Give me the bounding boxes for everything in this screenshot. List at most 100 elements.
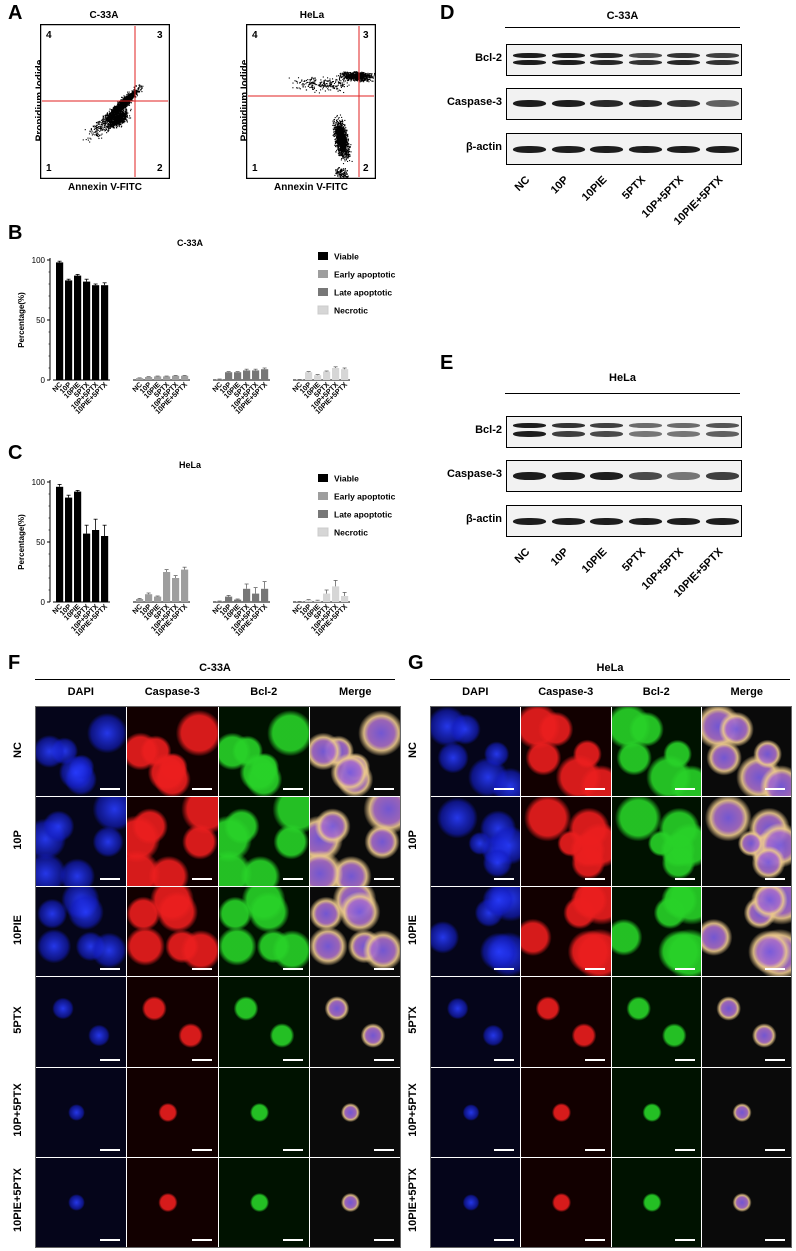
- scale-bar: [191, 968, 212, 971]
- wb-hela-lane-labels: NC 10P 10PIE 5PTX 10P+5PTX 10PIE+5PTX: [500, 542, 740, 612]
- flow-c33a-title: C-33A: [89, 10, 119, 21]
- scale-bar: [282, 968, 303, 971]
- y-tick-label: 0: [41, 598, 46, 607]
- if-row-header: 10PIE+5PTX: [12, 1168, 24, 1232]
- scale-bar: [494, 788, 515, 791]
- if-hela-title-rule: [430, 679, 790, 680]
- if-column-header: Bcl-2: [642, 686, 670, 698]
- bar: [314, 600, 322, 602]
- bar-chart-hela: HeLaPercentage(%)050100NC10P10PIE5PTX10P…: [17, 460, 396, 638]
- bar: [323, 593, 331, 602]
- bar: [305, 372, 313, 380]
- if-image-merge: [309, 707, 400, 797]
- bar: [74, 275, 82, 380]
- legend-entry: Necrotic: [334, 306, 368, 316]
- wb-lane-label: 10P: [548, 174, 571, 197]
- flow-c33a-scatter: [40, 24, 170, 179]
- if-image-bcl2: [218, 977, 309, 1067]
- if-image-merge: [701, 707, 791, 797]
- y-tick-label: 50: [36, 316, 45, 325]
- legend-entry: Necrotic: [334, 528, 368, 538]
- wb-band: [667, 518, 700, 525]
- scale-bar: [282, 788, 303, 791]
- wb-band: [551, 423, 585, 428]
- scale-bar: [765, 968, 785, 971]
- if-row-header: NC: [12, 742, 24, 758]
- if-hela-title: HeLa: [596, 662, 624, 674]
- if-c33a-title-rule: [35, 679, 395, 680]
- wb-band: [667, 146, 700, 153]
- bar: [163, 572, 171, 602]
- bar: [181, 375, 189, 380]
- legend-swatch: [318, 270, 328, 278]
- scale-bar: [100, 1238, 121, 1241]
- wb-membrane: [506, 133, 742, 165]
- if-image-dapi: [431, 887, 521, 977]
- wb-lane-label: 5PTX: [620, 174, 648, 202]
- flow-c33a-q1: 1: [46, 163, 52, 174]
- if-c33a-grid: [35, 706, 401, 1248]
- wb-band: [667, 431, 700, 437]
- if-image-caspase3: [521, 707, 611, 797]
- y-tick-label: 100: [32, 256, 46, 265]
- wb-band: [551, 53, 585, 58]
- if-image-merge: [309, 1067, 400, 1157]
- if-row-header: 5PTX: [407, 1006, 419, 1034]
- bar: [65, 497, 73, 602]
- scale-bar: [494, 968, 515, 971]
- if-image-caspase3: [521, 1157, 611, 1247]
- if-column-header: DAPI: [67, 686, 94, 698]
- wb-lane-label: 5PTX: [620, 546, 648, 574]
- wb-lane-label: 10PIE: [579, 546, 610, 576]
- if-image-merge: [309, 1157, 400, 1247]
- scale-bar: [282, 1058, 303, 1061]
- wb-band: [590, 60, 623, 65]
- if-hela-row-headers: NC 10P 10PIE 5PTX 10P+5PTX 10PIE+5PTX: [395, 706, 430, 1246]
- if-row-header: 10PIE+5PTX: [407, 1168, 419, 1232]
- wb-band: [628, 100, 662, 107]
- wb-band: [551, 100, 585, 107]
- bar: [216, 379, 224, 380]
- bar: [225, 596, 233, 602]
- scale-bar: [191, 878, 212, 881]
- scale-bar: [765, 1238, 785, 1241]
- scale-bar: [674, 1238, 695, 1241]
- scale-bar: [374, 878, 394, 881]
- if-c33a-column-headers: DAPI Caspase-3 Bcl-2 Merge: [35, 686, 401, 700]
- if-column-header: Caspase-3: [538, 686, 594, 698]
- bar: [92, 285, 100, 380]
- scale-bar: [584, 1238, 605, 1241]
- if-column-header: Bcl-2: [250, 686, 278, 698]
- wb-band: [628, 472, 662, 480]
- if-column-header: Merge: [339, 686, 372, 698]
- scale-bar: [282, 1148, 303, 1151]
- scale-bar: [191, 788, 212, 791]
- chart-title: C-33A: [177, 238, 204, 248]
- if-image-bcl2: [218, 1157, 309, 1247]
- if-image-dapi: [36, 977, 127, 1067]
- wb-band: [628, 431, 662, 437]
- if-image-merge: [309, 977, 400, 1067]
- flow-hela-q4: 4: [252, 30, 258, 41]
- wb-lane-label: 10P: [548, 546, 571, 569]
- wb-membrane: [506, 416, 742, 448]
- wb-hela-title: HeLa: [609, 372, 636, 384]
- wb-row-label: Bcl-2: [475, 424, 502, 436]
- wb-membrane: [506, 44, 742, 76]
- panel-label-b: B: [8, 222, 23, 244]
- western-blot-c33a: Bcl-2 Caspase-3 β-actin: [440, 38, 750, 168]
- wb-row-label: Bcl-2: [475, 52, 502, 64]
- bar: [163, 376, 171, 380]
- wb-band: [628, 518, 662, 525]
- wb-band: [705, 518, 739, 525]
- if-image-caspase3: [521, 1067, 611, 1157]
- panel-label-d: D: [440, 2, 455, 24]
- wb-band: [590, 146, 623, 153]
- wb-band: [667, 472, 700, 480]
- scale-bar: [765, 788, 785, 791]
- wb-band: [705, 146, 739, 153]
- scale-bar: [374, 968, 394, 971]
- scale-bar: [674, 968, 695, 971]
- flow-hela-q2: 2: [363, 163, 369, 174]
- if-image-dapi: [36, 707, 127, 797]
